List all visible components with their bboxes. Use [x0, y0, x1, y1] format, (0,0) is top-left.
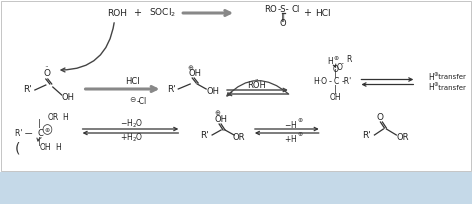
Text: OH: OH	[215, 114, 228, 123]
Text: $\mathregular{-H}$: $\mathregular{-H}$	[284, 119, 297, 130]
Text: -S-: -S-	[278, 6, 290, 14]
Text: ··: ··	[45, 63, 49, 72]
Text: ⊕: ⊕	[298, 119, 303, 123]
Text: R': R'	[24, 85, 32, 94]
Text: ⊕: ⊕	[44, 128, 49, 133]
Text: RO: RO	[264, 6, 277, 14]
Text: ⊕: ⊕	[298, 133, 303, 137]
Text: H: H	[428, 83, 434, 92]
Text: ··: ··	[255, 77, 259, 83]
Text: ⊕: ⊕	[214, 110, 220, 116]
Text: -: -	[328, 78, 332, 86]
Text: R: R	[346, 55, 351, 64]
Text: |: |	[334, 85, 337, 94]
Text: OH: OH	[189, 70, 201, 79]
Text: Figure 1.: Figure 1.	[5, 176, 43, 182]
Text: ○: ○	[41, 123, 52, 136]
Text: ROH: ROH	[247, 82, 266, 91]
Text: ·: ·	[341, 59, 345, 69]
Text: $\mathregular{-H_2O}$: $\mathregular{-H_2O}$	[120, 118, 143, 130]
Text: |: |	[334, 70, 337, 79]
Text: C: C	[334, 78, 339, 86]
Text: O: O	[333, 65, 338, 74]
Text: H: H	[55, 143, 61, 153]
Text: ROH: ROH	[108, 9, 128, 18]
Text: C: C	[38, 129, 44, 137]
Text: +: +	[133, 8, 141, 18]
Text: O: O	[337, 63, 343, 72]
Text: H: H	[328, 58, 334, 67]
Text: ‖: ‖	[281, 12, 285, 21]
Text: R': R'	[200, 131, 209, 140]
Text: R' —: R' —	[15, 129, 32, 137]
Text: ⊕: ⊕	[333, 57, 338, 61]
Text: 图 1．  氯化亚督酯化机理: 图 1． 氯化亚督酯化机理	[5, 187, 64, 196]
Text: ⊕: ⊕	[187, 65, 193, 71]
Text: |: |	[38, 120, 41, 129]
Text: OH: OH	[330, 92, 341, 102]
Text: ⊕: ⊕	[433, 71, 438, 76]
Text: O: O	[43, 70, 50, 79]
Text: H: H	[63, 112, 68, 122]
Text: OR: OR	[396, 133, 409, 142]
Text: R': R'	[167, 84, 176, 93]
Text: HCl: HCl	[315, 9, 330, 18]
Text: |: |	[38, 136, 41, 145]
Text: +: +	[303, 8, 311, 18]
Text: -R': -R'	[342, 78, 352, 86]
Text: $\mathregular{+H}$: $\mathregular{+H}$	[284, 133, 297, 143]
Text: OR: OR	[48, 112, 59, 122]
Bar	[1, 1, 471, 171]
Text: -Cl: -Cl	[137, 98, 146, 106]
Bar	[0, 172, 472, 204]
Text: Mechanism of esterification catalyzed by thionyl chloride: Mechanism of esterification catalyzed by…	[38, 176, 251, 182]
Text: transfer: transfer	[436, 74, 466, 80]
Text: SOCl$_2$: SOCl$_2$	[149, 7, 176, 19]
Text: O: O	[377, 112, 384, 122]
Text: OH: OH	[61, 92, 74, 102]
Text: H: H	[428, 72, 434, 82]
Text: ⊖: ⊖	[129, 95, 136, 104]
Text: OH: OH	[40, 143, 52, 153]
Text: HCl: HCl	[125, 76, 140, 85]
Text: H·O: H·O	[314, 78, 328, 86]
Text: $\mathregular{+H_2O}$: $\mathregular{+H_2O}$	[120, 132, 143, 144]
Text: ⊕: ⊕	[433, 82, 438, 88]
Text: OR: OR	[233, 133, 245, 142]
Text: R': R'	[362, 131, 371, 140]
Text: Cl: Cl	[292, 6, 300, 14]
Text: O: O	[280, 19, 286, 28]
Text: OH: OH	[207, 86, 219, 95]
Text: transfer: transfer	[436, 85, 466, 91]
Text: (: (	[15, 141, 21, 155]
